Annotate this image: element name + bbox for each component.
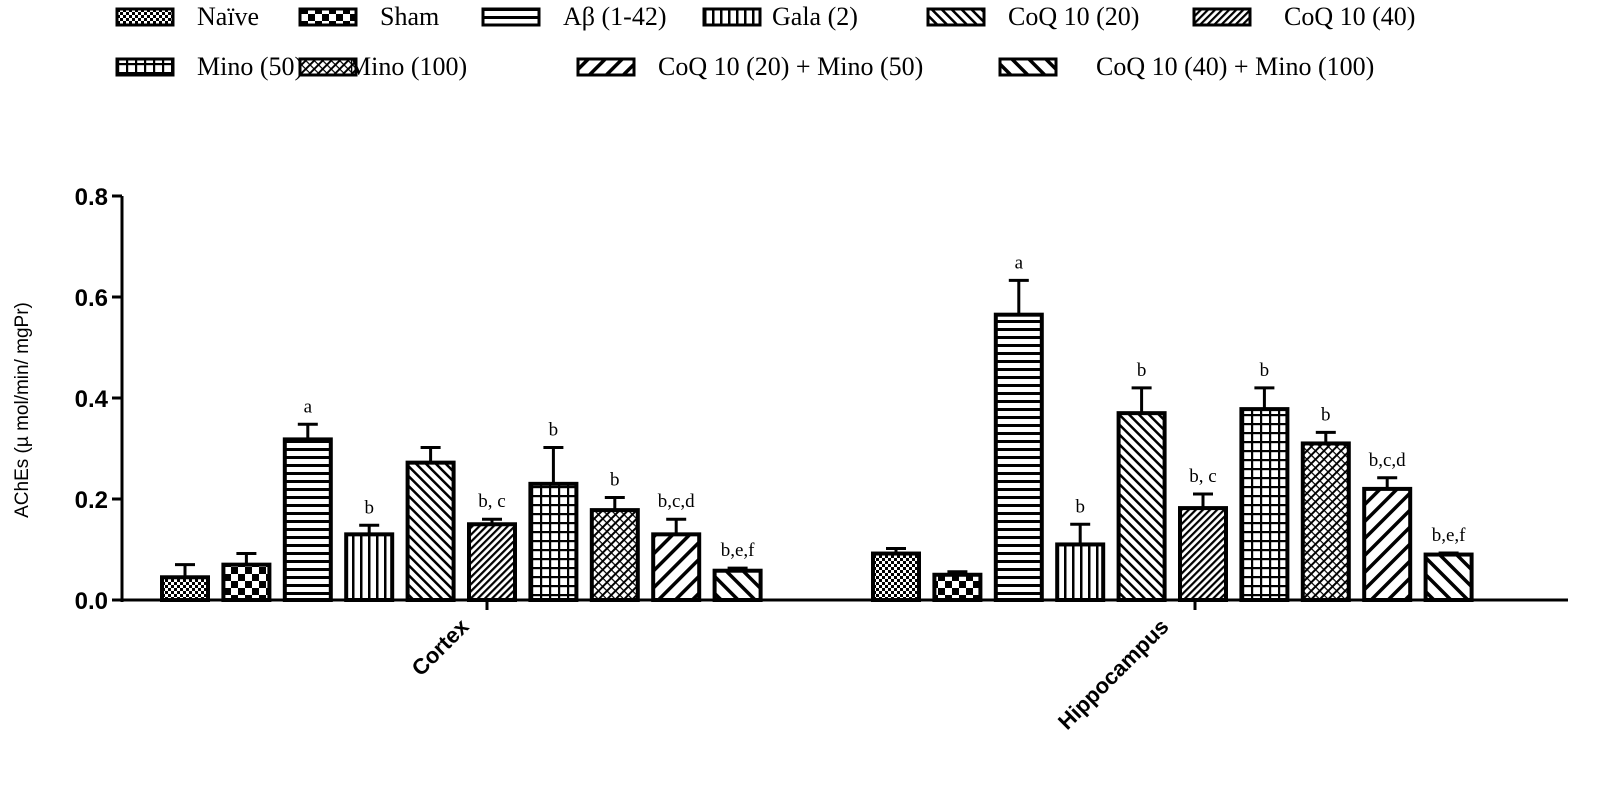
bar-group-cortex-mino-100: b	[589, 469, 640, 602]
bar-cortex-a-1-42	[282, 437, 333, 602]
legend-item-coq-10-20-mino-50: CoQ 10 (20) + Mino (50)	[576, 52, 923, 81]
legend-swatch-a-1-42	[481, 7, 541, 27]
sig-label-hippocampus-coq-10-20: b	[1137, 360, 1147, 381]
bar-group-hippocampus-gala-2: b	[1055, 496, 1106, 603]
legend-label-a-1-42: Aβ (1-42)	[563, 2, 666, 31]
legend-label-mino-50: Mino (50)	[197, 52, 303, 81]
y-tick-label-3: 0.6	[75, 285, 108, 312]
legend-label-coq-10-20-mino-50: CoQ 10 (20) + Mino (50)	[658, 52, 923, 81]
bar-group-hippocampus-coq-10-20: b	[1116, 360, 1167, 602]
bar-group-hippocampus-mino-50: b	[1239, 360, 1290, 602]
sig-label-cortex-coq-10-40: b, c	[478, 491, 505, 512]
y-tick-label-4: 0.8	[75, 184, 108, 211]
bar-cortex-coq-10-20-mino-50	[651, 532, 702, 602]
sig-label-cortex-mino-50: b	[549, 419, 559, 440]
y-axis-label: AChEs (µ mol/min/ mgPr)	[12, 302, 33, 518]
legend-swatch-coq-10-40	[1192, 7, 1252, 27]
legend-item-coq-10-40: CoQ 10 (40)	[1192, 2, 1415, 31]
legend-label-mino-100: Mino (100)	[348, 52, 467, 81]
bar-hippocampus-coq-10-40-mino-100	[1423, 552, 1474, 602]
legend-item-coq-10-40-mino-100: CoQ 10 (40) + Mino (100)	[998, 52, 1374, 81]
x-axis: Cortex Hippocampus	[122, 598, 1568, 735]
legend-swatch-mino-100	[298, 57, 358, 77]
legend-item-sham: Sham	[298, 2, 439, 31]
legend-label-gala-2: Gala (2)	[772, 2, 858, 31]
bar-group-hippocampus-a-1-42: a	[993, 252, 1044, 602]
bar-group-hippocampus-na-ve	[871, 546, 921, 602]
y-axis: 0.0 0.2 0.4 0.6 0.8 AChEs (µ mol/min/ mgPr)	[12, 184, 124, 615]
bar-group-cortex-mino-50: b	[528, 419, 579, 603]
legend-swatch-coq-10-20-mino-50	[576, 57, 636, 77]
sig-label-hippocampus-coq-10-40: b, c	[1189, 466, 1216, 487]
bar-group-hippocampus-coq-10-20-mino-50: b,c,d	[1362, 450, 1413, 602]
bar-group-cortex-sham	[221, 552, 272, 603]
bar-cortex-mino-100	[589, 508, 640, 602]
bar-hippocampus-a-1-42	[993, 312, 1044, 602]
sig-label-cortex-coq-10-20-mino-50: b,c,d	[658, 491, 695, 512]
sig-label-hippocampus-mino-50: b	[1260, 360, 1270, 381]
legend-item-mino-50: Mino (50)	[115, 52, 303, 81]
bar-hippocampus-sham	[932, 572, 983, 602]
bar-group-hippocampus-mino-100: b	[1300, 404, 1351, 603]
bar-cortex-coq-10-40	[467, 522, 517, 602]
bar-hippocampus-na-ve	[871, 551, 921, 602]
sig-label-cortex-gala-2: b	[364, 497, 374, 518]
bar-cortex-sham	[221, 562, 272, 603]
bar-group-hippocampus-coq-10-40-mino-100: b,e,f	[1423, 525, 1474, 602]
bar-hippocampus-coq-10-20	[1116, 411, 1167, 602]
legend-label-coq-10-20: CoQ 10 (20)	[1008, 2, 1139, 31]
sig-label-hippocampus-coq-10-40-mino-100: b,e,f	[1432, 525, 1466, 546]
bar-group-cortex-coq-10-40: b, c	[467, 491, 517, 602]
x-tick-label-hippocampus: Hippocampus	[1053, 614, 1174, 735]
legend-item-a-1-42: Aβ (1-42)	[481, 2, 666, 31]
bar-cortex-mino-50	[528, 481, 579, 603]
sig-label-hippocampus-gala-2: b	[1075, 496, 1085, 517]
sig-label-hippocampus-coq-10-20-mino-50: b,c,d	[1369, 450, 1406, 471]
bar-hippocampus-mino-100	[1300, 441, 1351, 603]
bar-group-cortex-a-1-42: a	[282, 396, 333, 602]
bar-cortex-na-ve	[160, 575, 210, 603]
legend-item-mino-100: Mino (100)	[298, 52, 467, 81]
legend-label-coq-10-40: CoQ 10 (40)	[1284, 2, 1415, 31]
y-tick-label-0: 0.0	[75, 588, 108, 615]
legend-item-na-ve: Naïve	[115, 2, 259, 31]
bar-group-hippocampus-coq-10-40: b, c	[1178, 466, 1228, 602]
bar-group-cortex-coq-10-40-mino-100: b,e,f	[712, 540, 763, 603]
legend-swatch-sham	[298, 7, 358, 27]
sig-label-hippocampus-a-1-42: a	[1015, 252, 1024, 273]
legend: Naïve Sham Aβ (1-42) Gala (2) CoQ 10 (20) CoQ…	[115, 2, 1415, 81]
bar-hippocampus-coq-10-40	[1178, 506, 1228, 602]
legend-label-na-ve: Naïve	[197, 2, 259, 31]
bar-group-cortex-gala-2: b	[344, 497, 395, 602]
sig-label-hippocampus-mino-100: b	[1321, 404, 1331, 425]
bar-group-cortex-coq-10-20	[405, 445, 456, 603]
legend-label-sham: Sham	[380, 2, 439, 31]
sig-label-cortex-coq-10-40-mino-100: b,e,f	[721, 540, 755, 561]
bar-group-cortex-coq-10-20-mino-50: b,c,d	[651, 491, 702, 602]
y-tick-label-1: 0.2	[75, 487, 108, 514]
plot-area: a b b, c b b b,c,d b,e,f a b b b, c b b b,c,d b,e,f	[160, 252, 1474, 603]
bar-hippocampus-coq-10-20-mino-50	[1362, 486, 1413, 602]
sig-label-cortex-mino-100: b	[610, 469, 620, 490]
legend-item-gala-2: Gala (2)	[702, 2, 858, 31]
legend-label-coq-10-40-mino-100: CoQ 10 (40) + Mino (100)	[1096, 52, 1374, 81]
sig-label-cortex-a-1-42: a	[304, 396, 313, 417]
legend-swatch-na-ve	[115, 7, 175, 27]
bar-group-cortex-na-ve	[160, 563, 210, 603]
bar-cortex-gala-2	[344, 532, 395, 602]
bar-hippocampus-mino-50	[1239, 407, 1290, 602]
legend-swatch-mino-50	[115, 57, 175, 77]
bar-group-hippocampus-sham	[932, 570, 983, 602]
legend-swatch-gala-2	[702, 7, 762, 27]
legend-swatch-coq-10-20	[926, 7, 986, 27]
bar-cortex-coq-10-20	[405, 460, 456, 603]
legend-item-coq-10-20: CoQ 10 (20)	[926, 2, 1139, 31]
legend-swatch-coq-10-40-mino-100	[998, 57, 1058, 77]
bar-hippocampus-gala-2	[1055, 542, 1106, 603]
y-tick-label-2: 0.4	[75, 386, 109, 413]
bar-cortex-coq-10-40-mino-100	[712, 568, 763, 603]
x-tick-label-cortex: Cortex	[407, 613, 474, 680]
